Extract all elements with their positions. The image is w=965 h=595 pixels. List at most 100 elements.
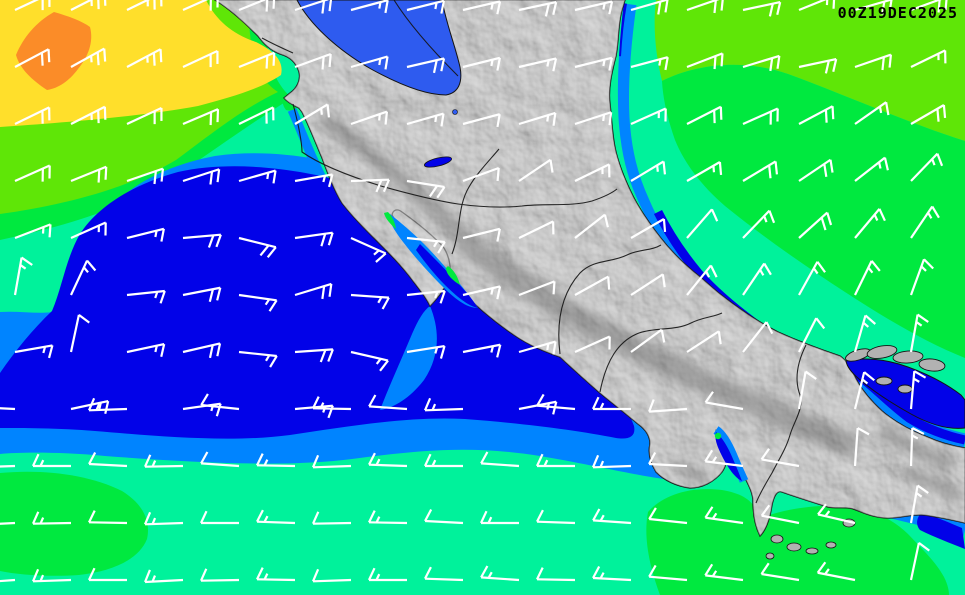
nw-orange-core <box>16 12 92 90</box>
wind-barb <box>648 507 688 525</box>
wind-barb <box>238 51 276 69</box>
wind-barb <box>574 335 611 354</box>
wind-barb <box>350 55 389 70</box>
wind-barb <box>14 106 51 125</box>
wind-barb <box>462 56 501 71</box>
border-province-2 <box>558 244 662 355</box>
border-cr-panama <box>755 344 807 504</box>
wind-barb <box>574 275 611 296</box>
wind-barb <box>13 256 33 296</box>
wind-barb <box>294 52 332 70</box>
wind-barb <box>126 48 163 68</box>
wind-barb <box>0 578 16 584</box>
lake-arenal <box>423 156 453 168</box>
wind-barb <box>798 317 826 353</box>
wind-barb <box>518 57 558 72</box>
wind-barb <box>406 112 445 127</box>
wind-barb <box>238 169 277 184</box>
wind-barb <box>32 568 72 583</box>
wind-barb <box>854 0 893 15</box>
wind-barb <box>32 453 71 468</box>
wind-barb <box>574 56 613 71</box>
wind-barb <box>14 0 51 11</box>
wind-barb <box>294 348 334 363</box>
wind-barb <box>630 56 669 71</box>
wind-barb <box>126 106 163 125</box>
wind-barb <box>424 397 464 412</box>
wind-barb <box>406 236 446 254</box>
wind-barb <box>686 208 719 239</box>
wind-barb <box>648 452 688 468</box>
wind-barb <box>294 282 333 300</box>
wind-barb <box>518 111 557 126</box>
wind-barb <box>406 0 445 14</box>
wind-barb <box>294 231 334 247</box>
wind-barb <box>312 511 352 525</box>
wind-barb <box>70 47 107 68</box>
wind-barb <box>797 370 817 410</box>
wind-barb <box>536 393 576 411</box>
gulf-head-green <box>384 212 396 229</box>
wind-barb <box>88 397 128 412</box>
wind-barb <box>760 448 800 468</box>
wind-barb <box>909 370 927 410</box>
wind-barb <box>312 568 352 583</box>
wind-barb <box>536 567 576 582</box>
wind-barb <box>182 342 222 359</box>
wind-barb <box>480 565 520 582</box>
wind-barb <box>854 260 881 296</box>
wind-barb <box>88 452 128 468</box>
wind-barb <box>406 179 446 199</box>
wind-barb <box>238 236 277 258</box>
wind-barb <box>200 510 239 525</box>
wind-barb <box>200 393 240 411</box>
ridge-chiriqui <box>903 464 965 504</box>
wind-barb <box>909 427 925 467</box>
wind-barb <box>630 160 667 182</box>
wind-barb <box>368 452 408 468</box>
wind-barb <box>406 344 446 359</box>
wind-barb <box>742 54 781 72</box>
wind-barb <box>686 52 724 70</box>
wind-barb <box>686 264 718 296</box>
wind-barb <box>854 53 893 71</box>
timestamp: 00Z19DEC2025 <box>837 4 958 22</box>
wind-barb <box>798 105 835 125</box>
border-nicaragua-dept <box>261 37 294 54</box>
wind-barb <box>182 233 222 248</box>
wind-barb <box>144 569 184 584</box>
wind-barb <box>462 227 501 242</box>
wind-barb <box>424 453 463 468</box>
border-province-3 <box>599 312 723 393</box>
wind-barb <box>742 209 776 239</box>
wind-barb <box>536 509 576 525</box>
wind-barb <box>574 0 614 15</box>
golfo-dulce-rim <box>713 426 749 483</box>
wind-barb <box>200 568 240 582</box>
wind-barb <box>854 208 886 239</box>
wind-barb <box>70 400 110 415</box>
border-cr-nicaragua <box>292 103 618 208</box>
wind-barb <box>368 510 408 525</box>
wind-barb <box>182 49 219 68</box>
wind-barb <box>238 106 275 125</box>
ne-green-field <box>662 64 965 359</box>
wind-barb <box>238 350 278 368</box>
wind-barb <box>480 510 519 525</box>
wind-barb <box>70 259 97 296</box>
ridge-osa <box>672 458 708 485</box>
wind-barb <box>238 0 276 12</box>
wind-barb <box>648 399 688 413</box>
wind-barb <box>182 286 222 303</box>
wind-barb <box>406 57 446 74</box>
wind-barb <box>853 371 875 410</box>
wind-barb <box>0 405 16 411</box>
wind-barb <box>630 273 666 296</box>
wind-barb <box>462 285 502 300</box>
wind-barb <box>798 0 836 12</box>
wind-barb <box>742 321 774 353</box>
wind-barb <box>0 464 16 469</box>
wind-barb <box>256 567 296 582</box>
wind-barb <box>350 350 389 372</box>
